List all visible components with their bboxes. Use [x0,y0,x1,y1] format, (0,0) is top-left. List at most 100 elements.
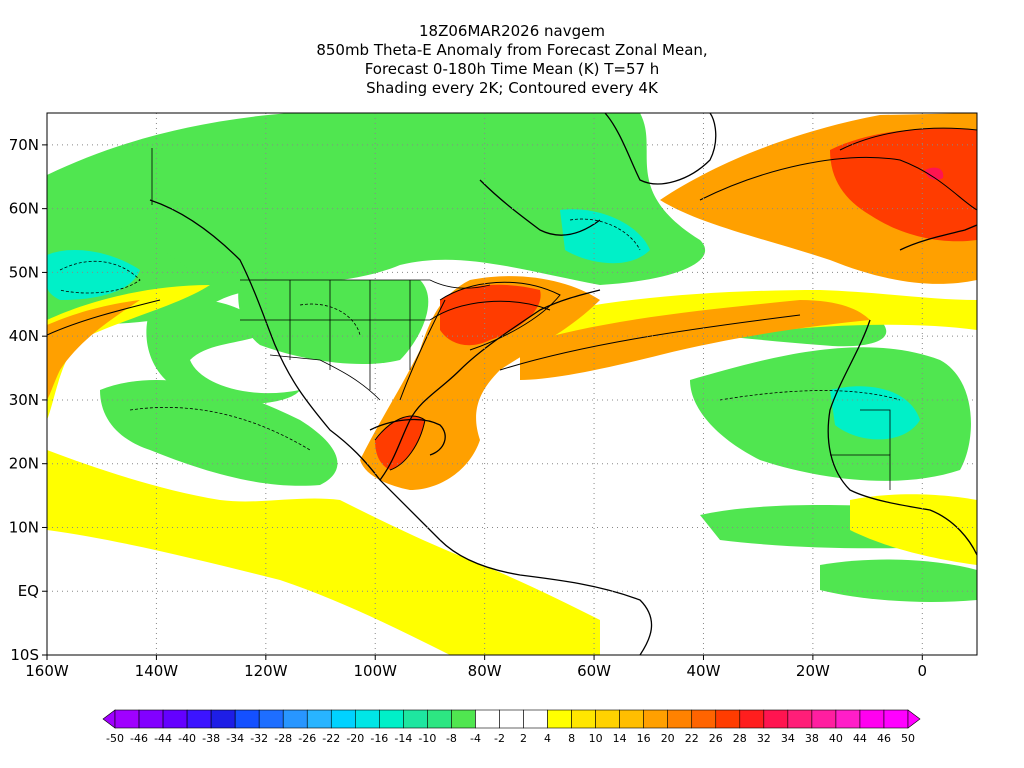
colorbar-swatch [883,709,909,729]
x-tick-label: 80W [468,662,502,680]
colorbar-swatch [643,709,668,729]
colorbar-swatch [186,709,212,729]
contour-line [499,314,801,371]
contour-lines [47,127,977,471]
colorbar-label: -10 [418,732,436,745]
contour-line [47,299,161,336]
colorbar-label: 26 [709,732,723,745]
colorbar-label: 50 [901,732,915,745]
y-tick-label: 10N [9,518,39,536]
colorbar-label: -4 [470,732,481,745]
colorbar-swatch [739,709,765,729]
colorbar-label: -40 [178,732,196,745]
colorbar-swatch [619,709,644,729]
colorbar-swatch [114,709,140,729]
colorbar-swatch [715,709,741,729]
colorbar-swatch [571,709,596,729]
colorbar-swatch [403,709,428,729]
colorbar-label: -28 [274,732,292,745]
colorbar-label: 32 [757,732,771,745]
x-tick-label: 140W [135,662,179,680]
x-tick-label: 20W [796,662,830,680]
political-borders [151,148,891,490]
colorbar-label: 44 [853,732,867,745]
y-tick-label: 60N [9,200,39,218]
x-tick-label: 100W [354,662,398,680]
colorbar-label: 8 [568,732,575,745]
colorbar-label: 46 [877,732,891,745]
field-region-orange-pacific-west [47,300,140,400]
title-line-3: Forecast 0-180h Time Mean (K) T=57 h [364,60,660,78]
colorbar: -50 -46 -44 -40 -38 -34 -32 -28 -26 -22 -20 -16 -14-… [102,709,921,745]
field-region-red-great-lakes [440,284,541,346]
shaded-field [47,113,977,655]
y-tick-label: 20N [9,455,39,473]
colorbar-label: 22 [685,732,699,745]
colorbar-swatch [763,709,789,729]
colorbar-label: -50 [106,732,124,745]
colorbar-label: 4 [544,732,551,745]
contour-line-dashed [59,260,141,294]
colorbar-swatch [835,709,861,729]
colorbar-label: 14 [613,732,627,745]
colorbar-swatch [499,709,524,729]
map-frame [46,112,978,656]
colorbar-swatch [427,709,452,729]
x-tick-label: 120W [244,662,288,680]
coastline-gulf [369,418,446,456]
coastline-hudson [479,179,601,236]
colorbar-swatch [138,709,164,729]
field-region-teal-hudson [560,209,650,264]
colorbar-swatch [306,709,332,729]
colorbar-label: -16 [370,732,388,745]
colorbar-label: 10 [589,732,603,745]
colorbar-label: 2 [520,732,527,745]
colorbar-label: 16 [637,732,651,745]
title-line-1: 18Z06MAR2026 navgem [419,22,605,40]
colorbar-swatch [691,709,717,729]
y-tick-label: 40N [9,327,39,345]
colorbar-label: -22 [322,732,340,745]
border-us-canada [240,279,491,289]
colorbar-swatch [451,709,476,729]
contour-line-dashed [719,390,901,401]
colorbar-low-arrow [102,709,116,729]
colorbar-swatch [667,709,693,729]
y-tick-label: 50N [9,263,39,281]
colorbar-label: -26 [298,732,316,745]
colorbar-swatch [258,709,284,729]
y-tick-label: 10S [10,646,39,664]
x-tick-label: 60W [577,662,611,680]
colorbar-swatch [475,709,500,729]
map-title: 18Z06MAR2026 navgem 850mb Theta-E Anomal… [0,22,1024,98]
colorbar-label: -14 [394,732,412,745]
field-region-green-subtropical [100,380,338,486]
field-region-magenta-core [925,167,944,180]
colorbar-swatch [355,709,380,729]
colorbar-label: -34 [226,732,244,745]
coastline-africa [827,319,977,556]
field-region-green-africa [690,347,971,481]
colorbar-high-arrow [907,709,921,729]
colorbar-label: -38 [202,732,220,745]
coastline-europe [899,224,977,251]
colorbar-label: 28 [733,732,747,745]
colorbar-swatch [210,709,236,729]
coastline-north-america-east [379,289,601,481]
coastline-greenland [604,113,717,185]
colorbar-label: -46 [130,732,148,745]
contour-line-dashed [299,303,361,336]
y-tick-label: EQ [18,582,39,600]
contour-line [399,299,446,401]
field-region-green-north [47,113,706,330]
title-line-2: 850mb Theta-E Anomaly from Forecast Zona… [316,41,708,59]
colorbar-swatch [162,709,188,729]
colorbar-swatch [787,709,813,729]
negative-contours [59,218,901,451]
field-region-orange-atlantic [520,300,870,380]
colorbar-label: 40 [829,732,843,745]
field-region-green-west-us [238,280,429,365]
x-tick-label: 0 [918,662,928,680]
colorbar-label: -44 [154,732,172,745]
